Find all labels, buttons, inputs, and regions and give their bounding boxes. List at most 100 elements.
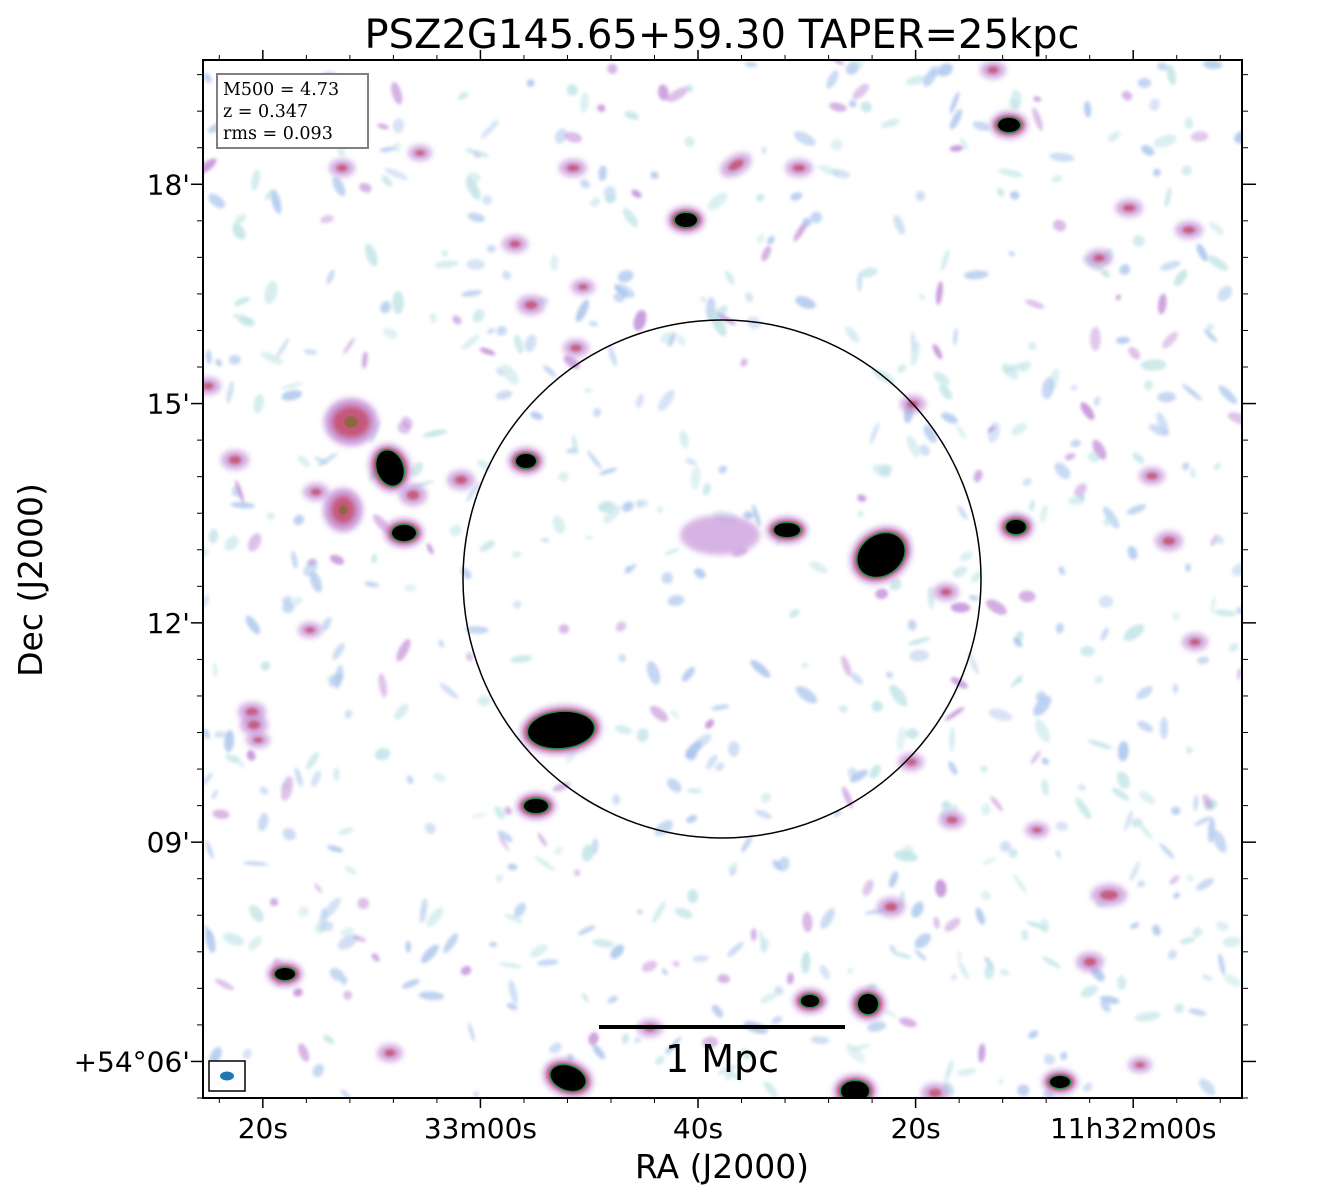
noise-blob bbox=[801, 662, 809, 668]
info-m500: M500 = 4.73 bbox=[223, 80, 339, 100]
noise-blob bbox=[949, 726, 955, 752]
noise-blob bbox=[1041, 757, 1049, 765]
noise-blob bbox=[357, 897, 370, 910]
noise-blob bbox=[558, 471, 569, 482]
noise-blob bbox=[1207, 255, 1229, 271]
noise-blob bbox=[550, 254, 559, 272]
noise-blob bbox=[1141, 145, 1155, 156]
noise-blob bbox=[847, 967, 854, 974]
noise-blob bbox=[1136, 686, 1153, 700]
radio-source bbox=[368, 443, 412, 493]
noise-blob bbox=[329, 968, 345, 982]
noise-blob bbox=[332, 176, 346, 197]
noise-blob bbox=[1179, 937, 1196, 944]
noise-blob bbox=[540, 537, 550, 543]
noise-blob bbox=[789, 608, 800, 618]
radio-source bbox=[502, 235, 528, 253]
noise-blob bbox=[664, 547, 680, 556]
noise-blob bbox=[1140, 359, 1167, 371]
noise-blob bbox=[980, 890, 992, 901]
noise-blob bbox=[205, 349, 212, 365]
noise-blob bbox=[1132, 235, 1145, 247]
noise-blob bbox=[323, 897, 341, 919]
noise-blob bbox=[1030, 750, 1041, 765]
noise-blob bbox=[234, 296, 250, 306]
radio-source bbox=[324, 398, 378, 446]
noise-blob bbox=[829, 102, 847, 112]
noise-blob bbox=[1039, 504, 1048, 523]
noise-blob bbox=[830, 139, 843, 151]
noise-blob bbox=[224, 754, 239, 764]
noise-blob bbox=[686, 815, 698, 824]
radio-source bbox=[849, 525, 913, 585]
noise-blob bbox=[605, 193, 617, 204]
noise-blob bbox=[1237, 667, 1242, 681]
noise-blob bbox=[1137, 77, 1152, 88]
noise-blob bbox=[344, 709, 353, 719]
noise-blob bbox=[790, 192, 803, 201]
noise-blob bbox=[649, 705, 669, 722]
noise-blob bbox=[1195, 878, 1214, 891]
noise-blob bbox=[833, 811, 842, 817]
noise-blob bbox=[937, 63, 953, 77]
noise-blob bbox=[393, 142, 401, 153]
noise-blob bbox=[465, 652, 474, 662]
noise-blob bbox=[397, 421, 411, 434]
noise-blob bbox=[337, 933, 359, 950]
noise-blob bbox=[914, 933, 931, 949]
noise-blob bbox=[1137, 822, 1153, 840]
noise-blob bbox=[650, 171, 659, 180]
noise-blob bbox=[652, 901, 666, 924]
noise-blob bbox=[744, 62, 758, 67]
radio-source bbox=[980, 61, 1006, 79]
noise-emission bbox=[203, 60, 1242, 1098]
noise-blob bbox=[718, 465, 727, 474]
noise-blob bbox=[1115, 336, 1130, 344]
noise-blob bbox=[715, 762, 725, 771]
x-tick-label: 33m00s bbox=[424, 1112, 537, 1145]
noise-blob bbox=[860, 101, 872, 113]
scale-bar: 1 Mpc bbox=[599, 1025, 845, 1081]
noise-blob bbox=[607, 995, 618, 1004]
noise-blob bbox=[234, 213, 247, 225]
noise-blob bbox=[1173, 269, 1188, 287]
axes: 20s 33m00s 40s 20s 11h32m00s 18' 15' 12' 09' +54°… bbox=[74, 50, 1256, 1145]
noise-blob bbox=[1213, 462, 1221, 470]
x-tick-label: 20s bbox=[891, 1112, 941, 1145]
noise-blob bbox=[909, 649, 930, 662]
noise-blob bbox=[230, 502, 256, 509]
noise-blob bbox=[1130, 922, 1140, 929]
noise-blob bbox=[631, 189, 642, 198]
noise-blob bbox=[1033, 695, 1052, 716]
noise-blob bbox=[795, 686, 818, 704]
noise-blob bbox=[911, 901, 924, 918]
noise-blob bbox=[1174, 1003, 1185, 1014]
y-tick-label: 18' bbox=[147, 168, 190, 201]
noise-blob bbox=[270, 189, 282, 214]
noise-blob bbox=[848, 100, 857, 108]
noise-blob bbox=[212, 809, 230, 819]
noise-blob bbox=[956, 425, 967, 439]
noise-blob bbox=[869, 421, 880, 445]
noise-blob bbox=[249, 905, 264, 923]
noise-blob bbox=[608, 345, 617, 367]
radio-source bbox=[517, 295, 545, 315]
noise-blob bbox=[1152, 924, 1161, 936]
noise-blob bbox=[850, 769, 868, 783]
noise-blob bbox=[317, 452, 338, 467]
noise-blob bbox=[944, 706, 965, 721]
noise-blob bbox=[229, 354, 241, 365]
noise-blob bbox=[465, 148, 490, 158]
noise-blob bbox=[506, 1003, 518, 1010]
noise-blob bbox=[1172, 612, 1181, 621]
noise-blob bbox=[1159, 260, 1181, 271]
noise-blob bbox=[624, 111, 639, 120]
noise-blob bbox=[1181, 165, 1193, 176]
noise-blob bbox=[211, 789, 219, 800]
noise-blob bbox=[353, 935, 366, 942]
noise-blob bbox=[340, 1089, 351, 1098]
noise-blob bbox=[384, 168, 408, 180]
noise-blob bbox=[1028, 342, 1037, 351]
noise-blob bbox=[1070, 439, 1082, 448]
noise-blob bbox=[972, 121, 990, 131]
